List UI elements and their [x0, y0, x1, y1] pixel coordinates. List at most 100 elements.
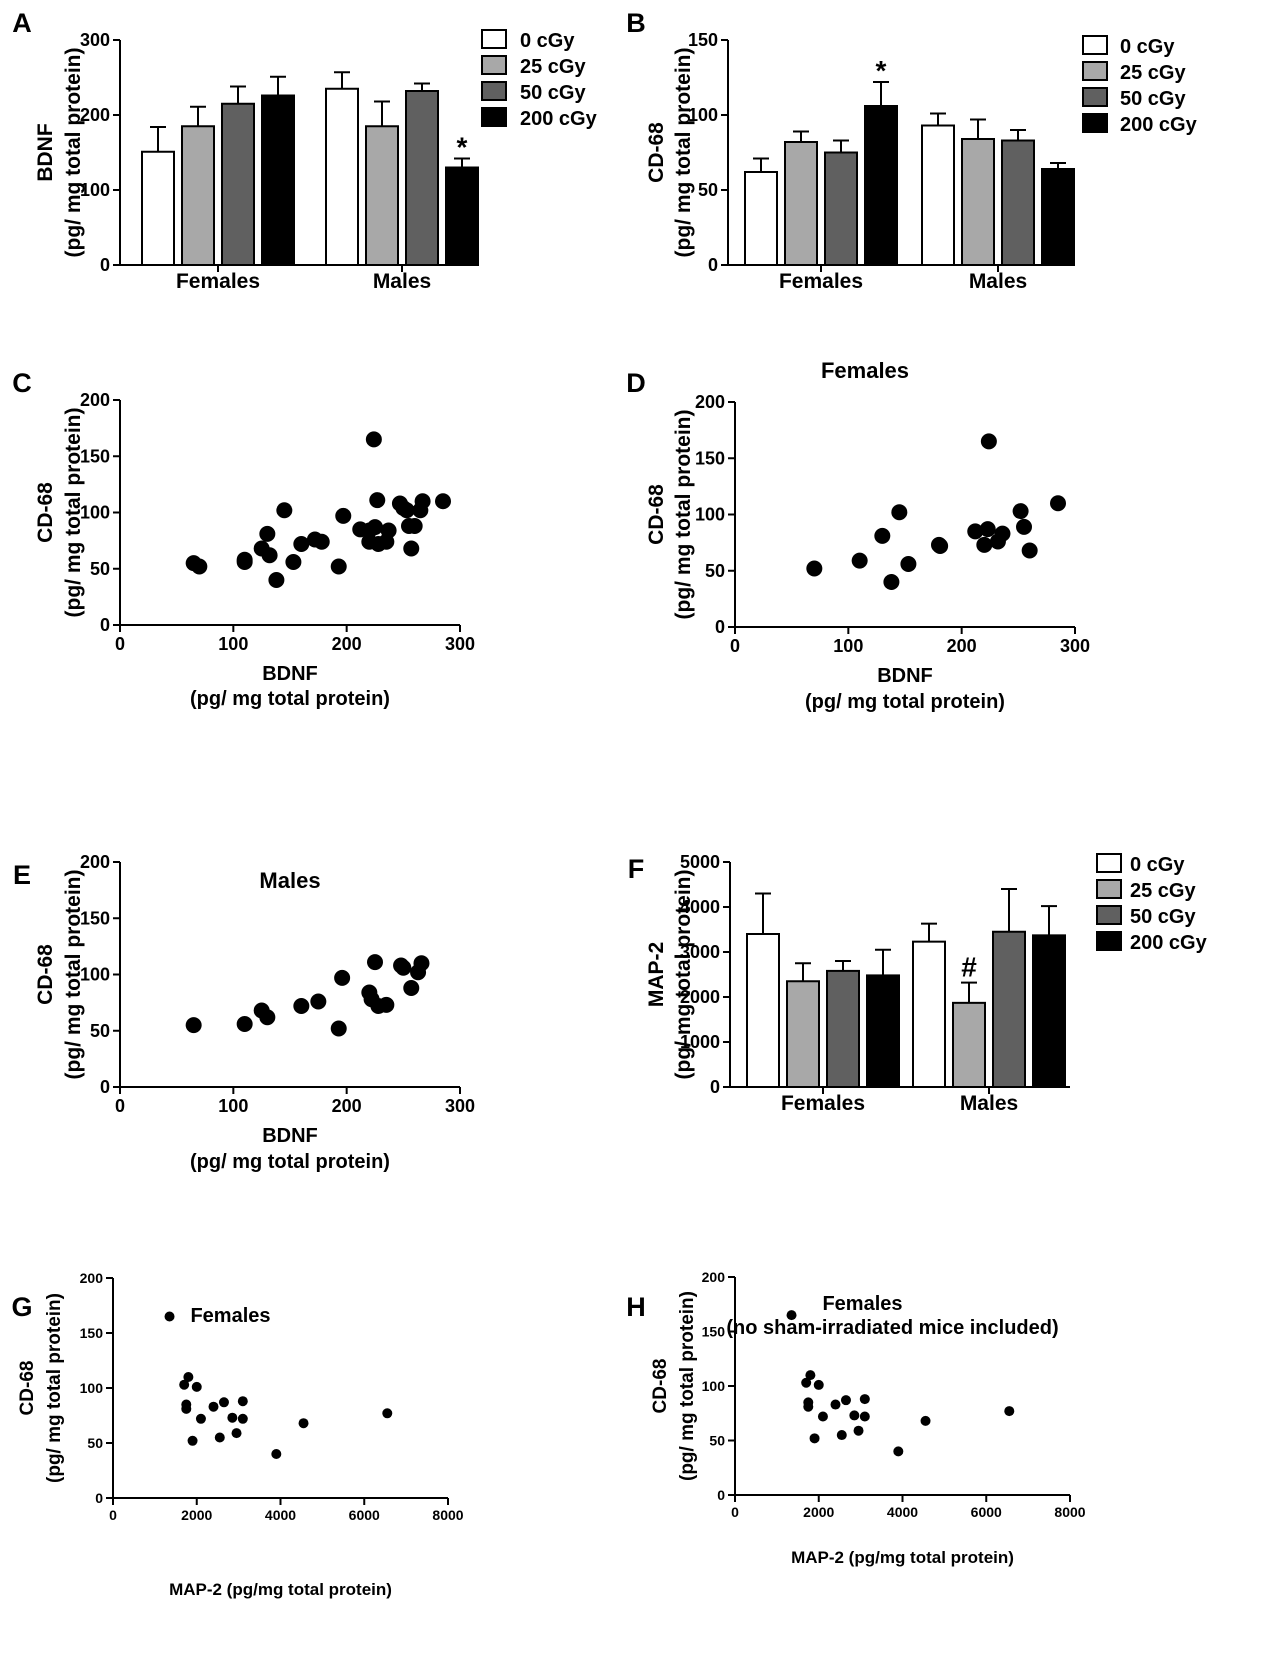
data-point — [367, 519, 383, 536]
y-axis-label: CD-68 — [650, 1359, 671, 1414]
y-axis-label: CD-68 — [17, 1361, 38, 1416]
bar — [921, 124, 955, 266]
chart-panel-h: H Females(no sham-irradiated mice include… — [626, 1269, 1086, 1567]
data-point — [413, 955, 430, 972]
y-tick-label: 200 — [702, 1269, 726, 1285]
y-tick-label: 50 — [698, 180, 718, 200]
data-point — [806, 560, 823, 577]
data-point — [214, 1432, 225, 1443]
bar — [221, 102, 255, 266]
y-tick-label: 200 — [80, 852, 110, 872]
data-point — [979, 521, 996, 538]
y-axis-label: BDNF — [34, 123, 57, 181]
x-tick-label: 300 — [445, 1096, 475, 1116]
y-tick-label: 100 — [80, 1380, 104, 1396]
x-axis-label: MAP-2 (pg/mg total protein) — [169, 1580, 392, 1599]
x-tick-label: 6000 — [971, 1504, 1002, 1520]
panel-label: E — [13, 860, 31, 890]
data-point — [259, 525, 276, 542]
x-tick-label: 300 — [445, 634, 475, 654]
y-tick-label: 150 — [80, 446, 110, 466]
category-label: Males — [960, 1092, 1018, 1115]
y-tick-label: 100 — [80, 180, 110, 200]
bar — [141, 150, 175, 266]
bar — [445, 166, 479, 266]
y-tick-label: 0 — [710, 1077, 720, 1097]
y-tick-label: 50 — [705, 561, 725, 581]
panel-label: C — [12, 368, 32, 398]
data-point — [191, 558, 208, 575]
data-point — [920, 1415, 931, 1426]
data-point — [187, 1435, 198, 1446]
data-point — [786, 1310, 797, 1321]
y-tick-label: 0 — [100, 1077, 110, 1097]
panel-label: F — [628, 854, 645, 884]
significance-marker: * — [876, 55, 887, 86]
panel-label: D — [626, 368, 646, 398]
data-point — [237, 1413, 248, 1424]
y-tick-label: 0 — [715, 617, 725, 637]
y-tick-label: 300 — [80, 30, 110, 50]
data-point — [293, 998, 310, 1014]
y-tick-label: 100 — [80, 503, 110, 523]
data-point — [208, 1401, 219, 1412]
legend-swatch — [1096, 853, 1122, 873]
data-point — [237, 1396, 248, 1407]
y-tick-label: 100 — [695, 505, 725, 525]
significance-marker: # — [961, 952, 977, 983]
data-point — [403, 980, 420, 996]
y-axis-label: CD-68 — [645, 484, 668, 545]
legend-entry: 50 cGy — [1120, 88, 1186, 110]
data-point — [883, 574, 900, 590]
data-point — [330, 1020, 347, 1037]
data-point — [932, 538, 949, 554]
data-point — [382, 1408, 393, 1419]
legend-entry: 25 cGy — [520, 56, 586, 78]
data-point — [185, 1017, 202, 1034]
chart-panel-c: CCD-68 (pg/ mg total protein)050100150200… — [12, 368, 475, 710]
x-tick-label: 0 — [109, 1507, 117, 1523]
chart-panel-f: F MAP-2 (pg/ mg total protein) 0 1000 2000 300… — [628, 852, 1208, 1115]
y-tick-label: 50 — [87, 1435, 103, 1451]
bar — [784, 141, 818, 266]
y-tick-label: 150 — [688, 30, 718, 50]
y-tick-label: 150 — [80, 1325, 104, 1341]
y-tick-label: 150 — [702, 1324, 726, 1340]
bar — [992, 930, 1026, 1088]
bar — [746, 933, 780, 1088]
y-axis-label: CD-68 — [34, 944, 57, 1005]
bar — [912, 940, 946, 1089]
bar — [1032, 934, 1066, 1088]
y-tick-label: 0 — [95, 1490, 103, 1506]
y-axis-label: MAP-2 — [645, 942, 668, 1007]
bar — [866, 974, 900, 1089]
legend-entry: 0 cGy — [520, 30, 575, 52]
legend-entry: 25 cGy — [1120, 62, 1186, 84]
y-tick-label: 2000 — [680, 987, 720, 1007]
y-tick-label: 4000 — [680, 897, 720, 917]
x-tick-label: 200 — [947, 636, 977, 656]
y-tick-label: 100 — [702, 1378, 726, 1394]
data-point — [380, 522, 397, 539]
bar — [786, 980, 820, 1088]
data-point — [1012, 503, 1029, 520]
y-tick-label: 0 — [717, 1487, 725, 1503]
legend-swatch — [1082, 35, 1108, 55]
legend-entry: 50 cGy — [520, 82, 586, 104]
legend-entry: 25 cGy — [1130, 880, 1196, 902]
data-point — [817, 1411, 828, 1422]
x-axis-label: MAP-2 (pg/mg total protein) — [791, 1548, 1014, 1567]
bar — [181, 125, 215, 266]
y-tick-label: 200 — [80, 105, 110, 125]
data-point — [874, 527, 891, 544]
bar — [405, 90, 439, 266]
panel-label: B — [626, 8, 646, 38]
data-point — [414, 493, 431, 510]
y-tick-label: 50 — [90, 559, 110, 579]
bar — [961, 138, 995, 266]
y-axis-label-units: (pg/ mg total protein) — [44, 1293, 65, 1483]
panel-subtitle: (no sham-irradiated mice included) — [726, 1317, 1058, 1339]
bar — [824, 151, 858, 266]
y-tick-label: 5000 — [680, 852, 720, 872]
